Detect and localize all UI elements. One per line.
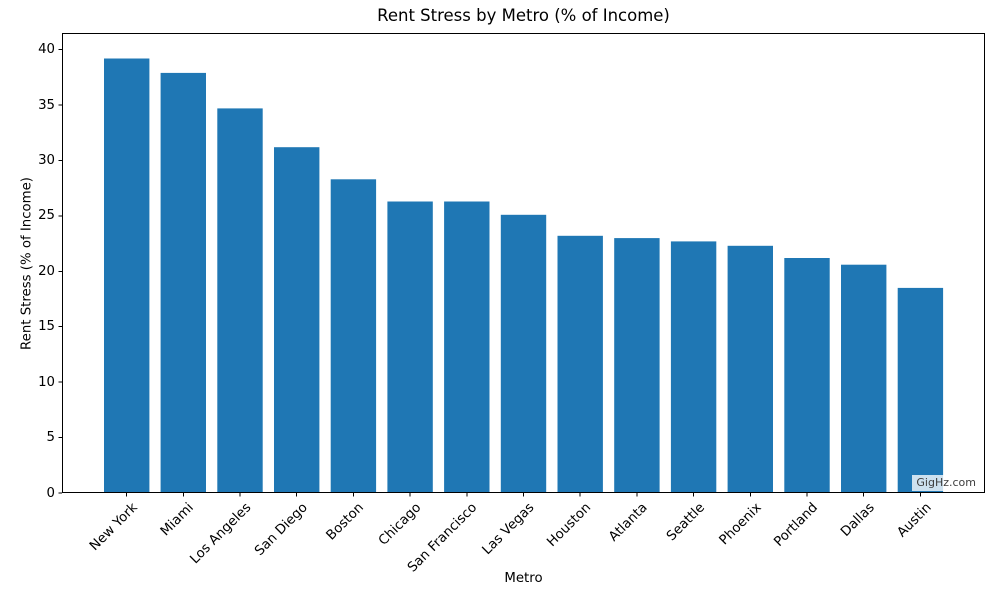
x-axis-label: Metro (504, 571, 543, 586)
y-tick-label-20: 20 (38, 263, 55, 279)
bar-austin (897, 287, 944, 493)
bar-seattle (670, 241, 717, 493)
y-tick-label-5: 5 (46, 430, 55, 446)
bar-san-diego (274, 147, 320, 493)
bar-new-york (104, 58, 150, 493)
chart-title: Rent Stress by Metro (% of Income) (377, 6, 670, 25)
bar-las-vegas (500, 214, 547, 494)
y-tick-label-35: 35 (38, 97, 55, 113)
bar-san-francisco (444, 201, 490, 493)
bar-miami (160, 72, 206, 494)
bar-boston (330, 179, 377, 494)
bar-houston (557, 235, 603, 494)
y-tick-label-0: 0 (46, 485, 55, 501)
y-tick-label-25: 25 (38, 208, 55, 224)
bar-dallas (841, 264, 887, 493)
y-tick-label-30: 30 (38, 152, 55, 168)
bar-los-angeles (217, 108, 263, 494)
bar-atlanta (614, 238, 660, 493)
y-tick-label-40: 40 (38, 42, 55, 58)
y-axis-label: Rent Stress (% of Income) (19, 177, 35, 350)
y-tick-label-15: 15 (38, 319, 55, 335)
bar-portland (784, 258, 830, 493)
bar-chicago (387, 201, 433, 493)
watermark: GigHz.com (912, 475, 980, 492)
y-tick-label-10: 10 (38, 374, 55, 390)
bar-phoenix (727, 245, 773, 493)
axes-spines (62, 33, 985, 493)
